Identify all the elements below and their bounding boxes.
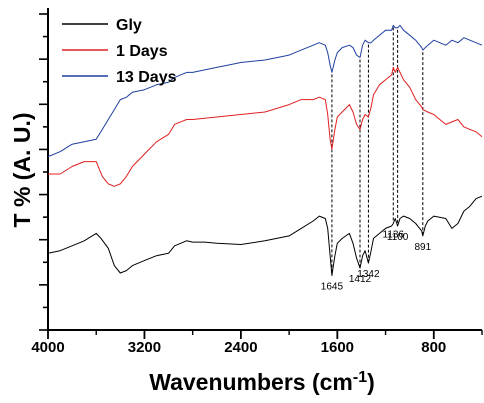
x-axis-title: Wavenumbers (cm-1) (149, 369, 375, 396)
series-line-2 (47, 24, 483, 158)
legend-label: Gly (116, 17, 142, 34)
x-tick-label: 4000 (31, 339, 64, 356)
peak-label: 891 (414, 242, 431, 253)
x-tick-label: 3200 (128, 339, 161, 356)
legend-label: 1 Days (116, 43, 168, 60)
series-line-1 (48, 66, 483, 187)
x-axis-title-main: Wavenumbers (cm (149, 369, 353, 395)
x-tick-label: 2400 (224, 339, 257, 356)
peak-label: 1645 (321, 282, 344, 293)
legend: Gly 1 Days 13 Days (62, 17, 177, 86)
x-tick-label: 800 (421, 339, 446, 356)
axis-labels: T % (A. U.) Wavenumbers (cm-1) (9, 113, 375, 396)
peak-label: 1342 (357, 269, 380, 280)
x-tick-label: 1600 (321, 339, 354, 356)
legend-label: 13 Days (116, 69, 177, 86)
peak-label: 1412 (349, 274, 372, 285)
y-axis-title: T % (A. U.) (9, 113, 35, 228)
series-layer (47, 24, 483, 276)
x-axis-title-close: ) (367, 369, 375, 395)
peak-marker-layer (331, 27, 424, 274)
axes-layer: 4000 3200 2400 1600 800 (31, 8, 483, 356)
peak-label: 1100 (387, 232, 409, 243)
peak-label: 1136 (383, 229, 405, 240)
series-line-0 (47, 195, 483, 276)
x-axis-title-sup: -1 (353, 369, 367, 386)
